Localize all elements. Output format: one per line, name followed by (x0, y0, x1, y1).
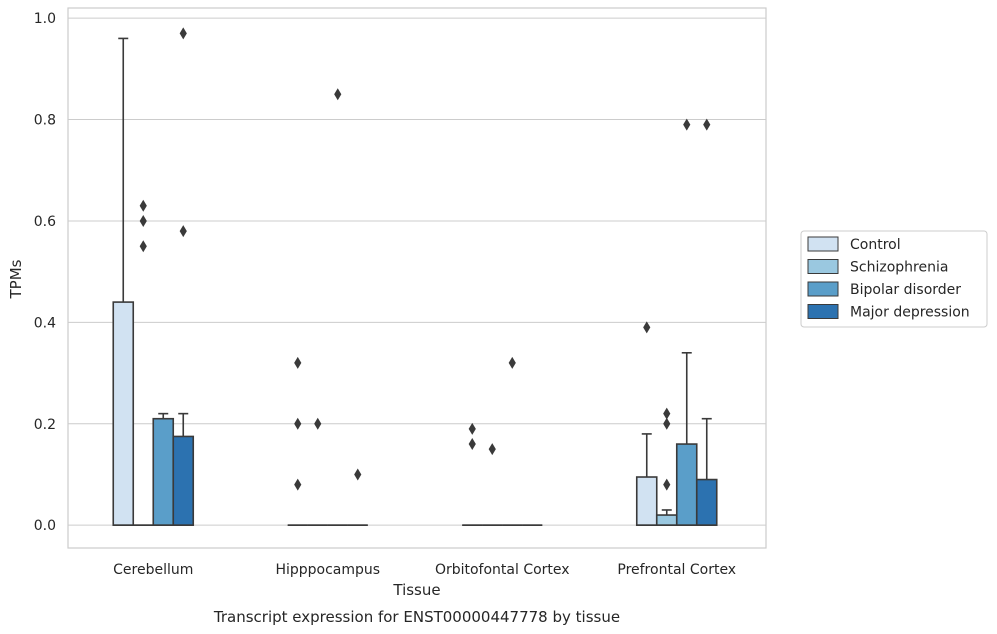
outlier-point (179, 225, 187, 238)
outlier-point (663, 417, 671, 430)
y-tick-label: 0.8 (34, 113, 56, 129)
box-series (112, 37, 718, 526)
outlier-point (663, 407, 671, 420)
x-tick-label: Prefrontal Cortex (617, 562, 736, 578)
box (112, 301, 135, 526)
x-tick-label: Orbitofontal Cortex (435, 562, 570, 578)
box (695, 478, 718, 526)
outlier-point (314, 417, 322, 430)
legend-label: Bipolar disorder (850, 282, 961, 298)
outlier-point (663, 478, 671, 491)
outlier-point (179, 27, 187, 40)
x-tick-labels: Cerebellum Hipppocampus Orbitofontal Corte… (113, 562, 736, 578)
legend-frame (800, 230, 988, 328)
outlier-point (139, 214, 147, 227)
y-tick-labels: 0.0 0.2 0.4 0.6 0.8 1.0 (34, 11, 56, 534)
outlier-point (488, 443, 496, 456)
outlier-point (683, 118, 691, 131)
box (635, 476, 658, 526)
legend-swatch (807, 236, 839, 252)
x-tick-label: Cerebellum (113, 562, 193, 578)
y-tick-label: 1.0 (34, 11, 56, 27)
outlier-point (703, 118, 711, 131)
outlier-point (508, 356, 516, 369)
chart-caption: Transcript expression for ENST0000044777… (213, 608, 620, 626)
plot-frame (67, 7, 767, 549)
box (675, 443, 698, 526)
box (152, 417, 175, 526)
legend-swatch (807, 281, 839, 297)
y-axis-label: TPMs (7, 259, 25, 299)
outlier-point (468, 422, 476, 435)
outlier-point (354, 468, 362, 481)
outlier-point (334, 88, 342, 101)
y-tick-label: 0.6 (34, 214, 56, 230)
legend-swatch (807, 304, 839, 319)
outlier-point (139, 199, 147, 212)
legend-label: Control (850, 237, 901, 253)
y-tick-label: 0.0 (34, 518, 56, 534)
legend-label: Major depression (850, 305, 970, 321)
legend: Control Schizophrenia Bipolar disorder Majo… (800, 230, 988, 328)
y-tick-label: 0.4 (34, 315, 56, 331)
x-tick-label: Hipppocampus (275, 562, 380, 578)
legend-swatch (807, 259, 839, 274)
outlier-point (643, 321, 651, 334)
outlier-point (294, 478, 302, 491)
box (172, 435, 195, 526)
box (655, 514, 678, 526)
x-axis-label: Tissue (392, 581, 440, 599)
outlier-point (294, 356, 302, 369)
outlier-point (468, 438, 476, 451)
outlier-markers (139, 27, 711, 491)
y-tick-label: 0.2 (34, 417, 56, 433)
outlier-point (294, 417, 302, 430)
legend-label: Schizophrenia (850, 260, 948, 276)
outlier-point (139, 240, 147, 253)
